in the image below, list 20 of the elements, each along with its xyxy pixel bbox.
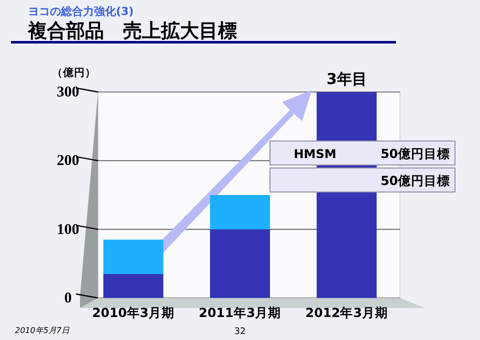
bar [210, 229, 270, 298]
x-tick-label: 2012年3月期 [305, 305, 388, 320]
bar [210, 195, 270, 230]
chart-title: 複合部品 売上拡大目標 [27, 20, 237, 42]
bar [103, 274, 164, 298]
chart-subtitle: ヨコの総合力強化(3) [28, 5, 134, 18]
annotation: 50億円目標 [380, 173, 450, 188]
y-axis-title: （億円） [52, 66, 96, 79]
annotation: 3年目 [326, 70, 367, 88]
text: 32 [234, 327, 246, 337]
y-tick-label: 100 [56, 222, 80, 238]
annotation: 50億円目標 [380, 146, 450, 161]
y-tick-label: 200 [56, 153, 80, 170]
bar [103, 240, 164, 274]
x-tick-label: 2010年3月期 [92, 305, 175, 320]
x-tick-label: 2011年3月期 [198, 305, 282, 320]
y-tick-label: 0 [64, 290, 72, 306]
text: 2010年5月7日 [15, 326, 71, 335]
y-tick-label: 300 [56, 84, 80, 100]
annotation: HMSM [294, 147, 336, 161]
